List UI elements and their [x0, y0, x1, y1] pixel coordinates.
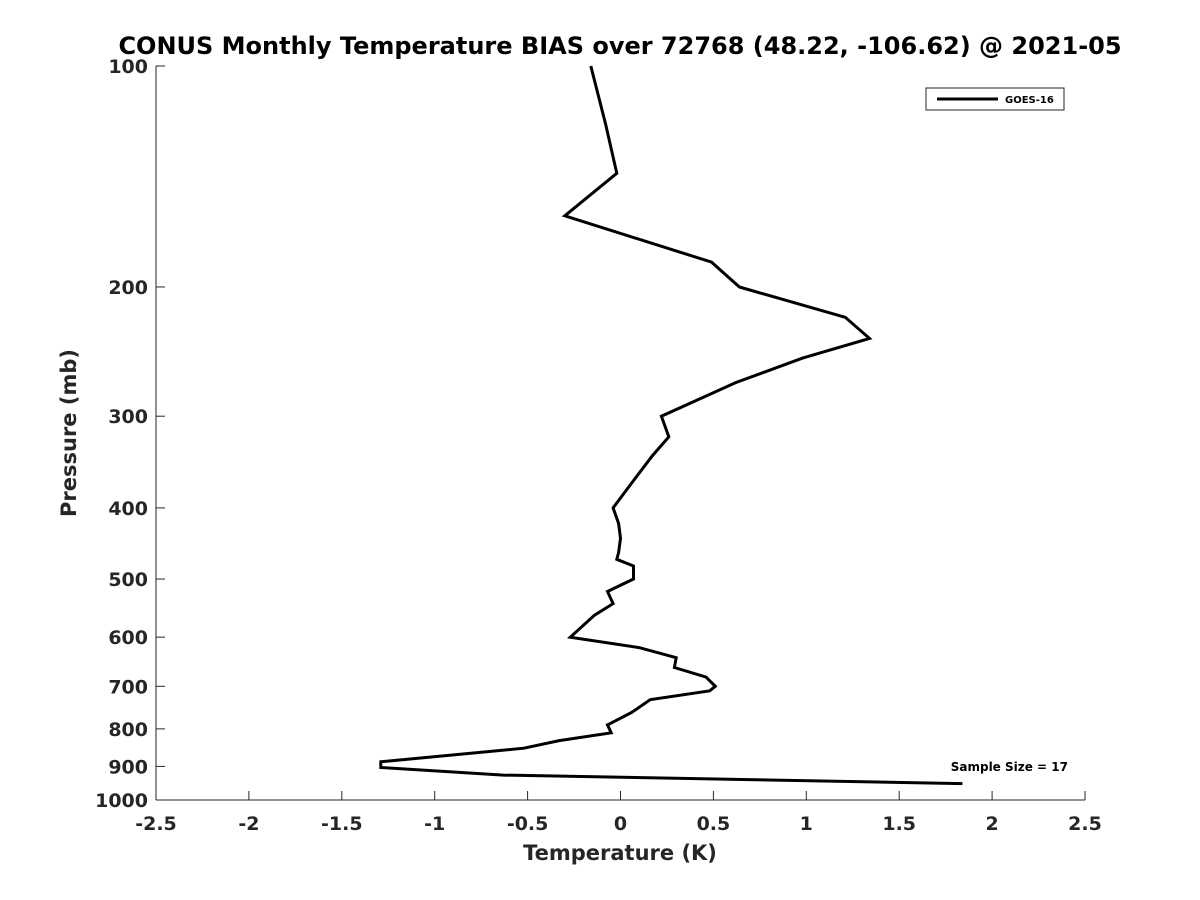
y-tick-label: 800 — [108, 719, 148, 741]
y-tick-label: 600 — [108, 627, 148, 649]
y-tick-label: 100 — [108, 56, 148, 78]
x-tick-label: 1 — [800, 813, 813, 835]
x-tick-label: 2.5 — [1068, 813, 1102, 835]
x-tick-label: 2 — [985, 813, 998, 835]
legend: GOES-16 — [925, 87, 1065, 111]
sample-size-annotation: Sample Size = 17 — [951, 760, 1068, 774]
x-tick-label: -2.5 — [135, 813, 177, 835]
y-tick-label: 300 — [108, 406, 148, 428]
x-tick-label: -1 — [424, 813, 445, 835]
y-axis-label: Pressure (mb) — [57, 349, 81, 517]
series-line-goes-16 — [379, 65, 963, 786]
x-tick-label: 1.5 — [882, 813, 916, 835]
y-tick-label: 1000 — [95, 790, 148, 812]
legend-label: GOES-16 — [1005, 95, 1054, 106]
series-layer — [379, 65, 963, 786]
y-tick-label: 500 — [108, 569, 148, 591]
x-tick-label: -2 — [238, 813, 259, 835]
x-tick-label: 0.5 — [697, 813, 731, 835]
x-tick-label: -0.5 — [507, 813, 549, 835]
x-tick-label: 0 — [614, 813, 627, 835]
x-tick-label: -1.5 — [321, 813, 363, 835]
y-tick-label: 400 — [108, 498, 148, 520]
y-tick-label: 900 — [108, 756, 148, 778]
y-tick-label: 200 — [108, 277, 148, 299]
y-tick-label: 700 — [108, 676, 148, 698]
plot-axes: -2.5 -2 -1.5 -1 -0.5 0 0.5 1 1.5 2 2.5 100 200 300 400… — [95, 56, 1102, 835]
chart-title: CONUS Monthly Temperature BIAS over 7276… — [118, 32, 1121, 60]
x-axis-label: Temperature (K) — [523, 841, 717, 865]
